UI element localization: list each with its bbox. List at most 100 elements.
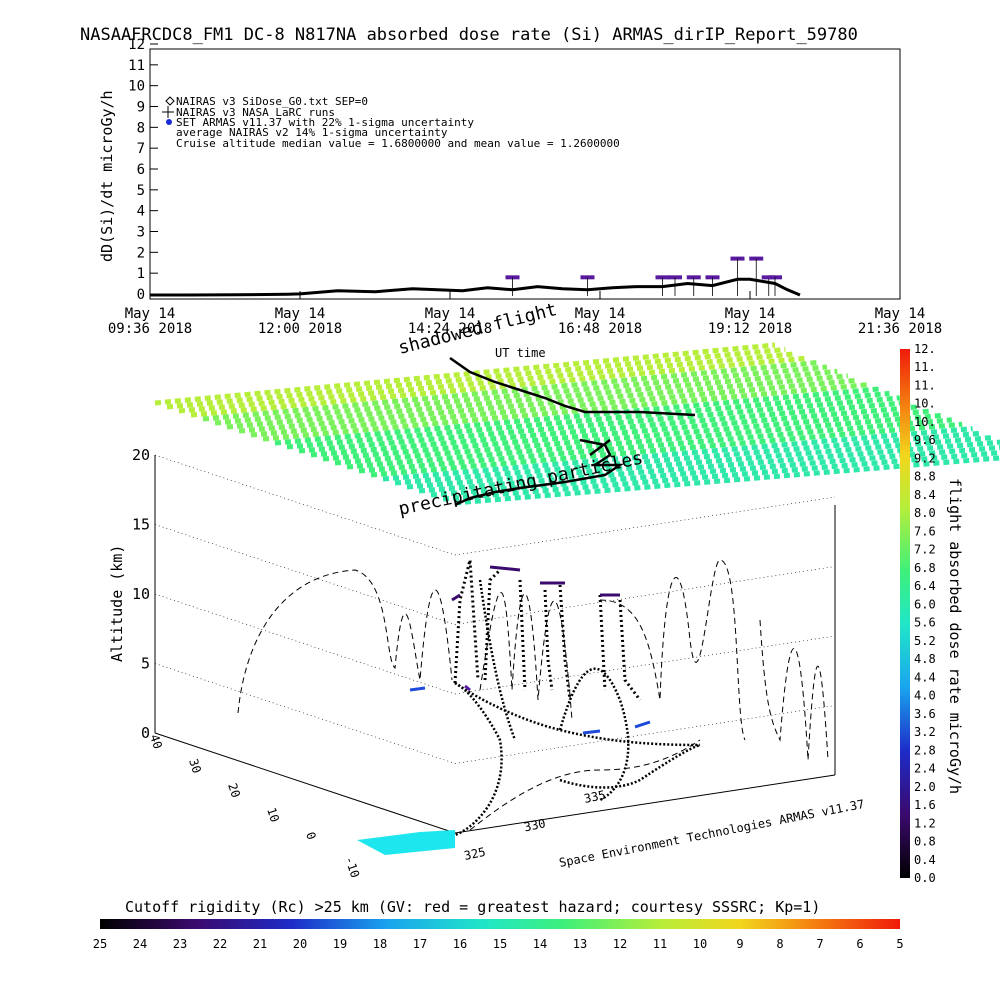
top-x-tick-date: May 14 xyxy=(275,306,326,322)
dose-rate-colorbar-tick: 6.0 xyxy=(914,597,936,611)
rigidity-colorbar-tick: 7 xyxy=(816,937,823,951)
dose-rate-colorbar-tick: 9.2 xyxy=(914,451,936,465)
dose-rate-colorbar-tick: 3.2 xyxy=(914,725,936,739)
top-y-tick-label: 6 xyxy=(137,162,145,178)
dose-rate-row xyxy=(418,439,1000,494)
top-series xyxy=(150,256,801,297)
grid-line xyxy=(154,593,456,695)
top-y-tick-label: 2 xyxy=(137,245,145,261)
rigidity-colorbar-tick: 14 xyxy=(533,937,547,951)
altitude-tick-label: 5 xyxy=(141,655,150,673)
longitude-axis-ticks: 325 330 335 xyxy=(463,788,607,863)
top-x-tick-time: 12:00 2018 xyxy=(258,321,342,337)
rigidity-colorbar: Cutoff rigidity (Rc) >25 km (GV: red = g… xyxy=(93,898,904,951)
dose-rate-colorbar-tick: 2.0 xyxy=(914,780,936,794)
dose-rate-row xyxy=(238,373,849,434)
grid-line xyxy=(154,663,456,764)
dose-rate-colorbar-tick: 4.8 xyxy=(914,652,936,666)
credit-label: Space Environment Technologies ARMAS v11… xyxy=(558,797,866,870)
rigidity-axis-tick-label: 0 xyxy=(303,830,319,841)
top-x-tick-date: May 14 xyxy=(725,306,776,322)
dose-rate-colorbar-tick: 5.6 xyxy=(914,616,936,630)
legend-marker-diamond xyxy=(165,96,175,106)
rigidity-axis-tick-label: 30 xyxy=(186,757,204,775)
dose-rate-colorbar-tick: 1.6 xyxy=(914,798,936,812)
rigidity-colorbar-tick: 5 xyxy=(896,937,903,951)
dose-rate-colorbar-tick: 3.6 xyxy=(914,707,936,721)
dose-rate-colorbar-tick: 2.4 xyxy=(914,762,936,776)
rigidity-colorbar-tick: 18 xyxy=(373,937,387,951)
top-x-tick-time: 14:24 2018 xyxy=(408,321,492,337)
dose-rate-colorbar-tick: 0.4 xyxy=(914,853,936,867)
dose-rate-colorbar-label: flight absorbed dose rate microGy/h xyxy=(946,478,964,794)
dose-rate-colorbar-tick: 8.8 xyxy=(914,470,936,484)
dose-rate-colorbar-tick: 0.8 xyxy=(914,835,936,849)
dose-rate-row xyxy=(262,382,869,442)
longitude-axis-tick-label: 335 xyxy=(583,788,607,806)
ut-time-label: UT time xyxy=(495,346,546,360)
top-x-tick-time: 21:36 2018 xyxy=(858,321,942,337)
dose-rate-row xyxy=(250,377,859,438)
dose-rate-colorbar-ticks: 0.0 0.4 0.8 1.2 1.6 2.0 2.4 2.8 3.2 3.6 4.0 4.4 4.8 5… xyxy=(914,342,936,885)
dose-rate-colorbar-tick: 9.6 xyxy=(914,433,936,447)
dose-rate-colorbar-tick: 6.8 xyxy=(914,561,936,575)
dose-rate-row xyxy=(274,386,880,446)
top-y-tick-label: 9 xyxy=(137,100,145,116)
dose-rate-row xyxy=(178,351,797,414)
cutoff-rigidity-patch xyxy=(357,830,455,855)
dose-rate-colorbar: 0.0 0.4 0.8 1.2 1.6 2.0 2.4 2.8 3.2 3.6 4.0 4.4 4.8 5… xyxy=(900,342,964,885)
dose-rate-row xyxy=(166,346,786,410)
dose-rate-colorbar-tick: 4.0 xyxy=(914,689,936,703)
dose-rate-colorbar-tick: 7.6 xyxy=(914,524,936,538)
dose-rate-colorbar-tick: 8.0 xyxy=(914,506,936,520)
longitude-axis-tick-label: 325 xyxy=(463,845,487,863)
top-y-tick-label: 0 xyxy=(137,287,145,303)
legend-entry-4: average NAIRAS v2 14% 1-sigma uncertaint… xyxy=(176,126,448,139)
dose-rate-colorbar-gradient xyxy=(900,349,910,878)
altitude-tick-label: 20 xyxy=(132,446,150,464)
dose-rate-colorbar-tick: 4.4 xyxy=(914,670,936,684)
dose-rate-colorbar-tick: 0.0 xyxy=(914,871,936,885)
top-y-axis-label: dD(Si)/dt microGy/h xyxy=(98,90,116,262)
rigidity-axis-tick-label: 40 xyxy=(147,733,165,751)
rigidity-colorbar-tick: 15 xyxy=(493,937,507,951)
dose-rate-row xyxy=(370,421,963,478)
rigidity-colorbar-tick: 11 xyxy=(653,937,667,951)
rigidity-colorbar-gradient xyxy=(100,919,900,929)
flight-ground-track xyxy=(454,579,701,837)
dose-rate-colorbar-tick: 10. xyxy=(914,415,936,429)
dose-rate-row xyxy=(454,455,1000,506)
rigidity-colorbar-tick: 16 xyxy=(453,937,467,951)
rigidity-colorbar-tick: 19 xyxy=(333,937,347,951)
dose-rate-row xyxy=(286,390,890,450)
dose-rate-row xyxy=(394,430,984,486)
dose-rate-colorbar-tick: 6.4 xyxy=(914,579,936,593)
rigidity-colorbar-tick: 24 xyxy=(133,937,147,951)
grid-line xyxy=(454,496,836,556)
rigidity-colorbar-tick: 25 xyxy=(93,937,107,951)
dose-rate-row xyxy=(358,417,953,474)
box-frame xyxy=(154,455,836,834)
legend-marker-dot xyxy=(166,119,172,125)
top-y-tick-label: 8 xyxy=(137,120,145,136)
top-plot-frame xyxy=(149,48,901,300)
rigidity-colorbar-tick: 8 xyxy=(776,937,783,951)
dose-rate-row xyxy=(154,342,776,406)
legend-entry-3: SET ARMAS v11.37 with 22% 1-sigma uncert… xyxy=(176,116,474,129)
rigidity-axis-tick-label: -10 xyxy=(342,855,362,880)
top-y-tick-label: 1 xyxy=(137,266,145,282)
rigidity-axis-tick-label: 20 xyxy=(225,781,243,799)
legend-entry-1: NAIRAS v3 SiDose_G0.txt SEP=0 xyxy=(176,95,368,108)
top-x-tick-time: 19:12 2018 xyxy=(708,321,792,337)
rigidity-colorbar-tick: 10 xyxy=(693,937,707,951)
dose-rate-row xyxy=(298,395,901,454)
grid-line xyxy=(454,566,836,625)
dose-rate-segments xyxy=(409,565,651,735)
top-y-tick-label: 11 xyxy=(128,58,145,74)
dose-rate-colorbar-tick: 12. xyxy=(914,342,936,356)
dose-rate-row xyxy=(406,434,994,490)
dose-rate-row xyxy=(430,444,1000,498)
dose-rate-colorbar-tick: 8.4 xyxy=(914,488,936,502)
